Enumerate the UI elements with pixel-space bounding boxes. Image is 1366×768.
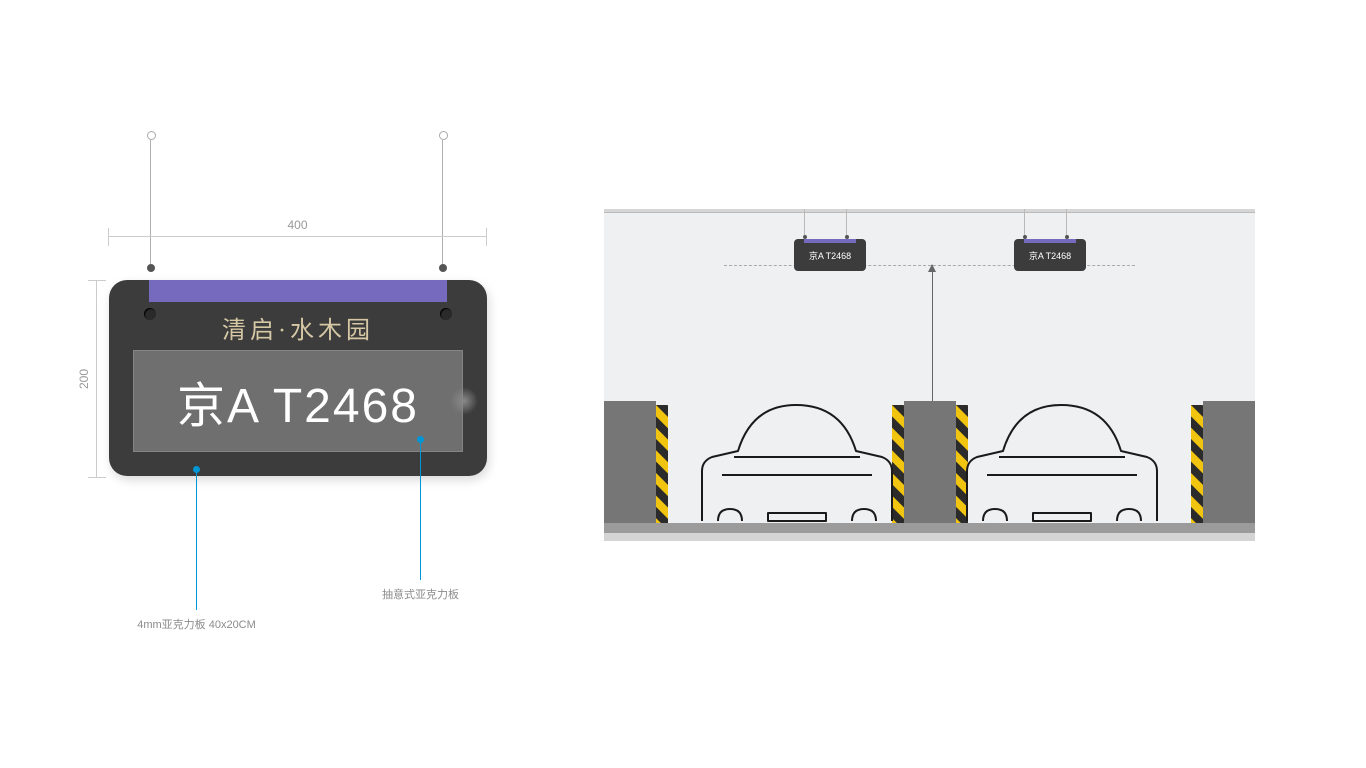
license-plate-window: 京A T2468 (133, 350, 463, 452)
context-elevation: 京A T2468 京A T2468 (604, 209, 1255, 541)
hazard-stripe-icon (656, 405, 668, 525)
callout-frame: 4mm亚克力板 40x20CM (196, 470, 197, 610)
thumb-cutout-icon (450, 387, 478, 415)
dimension-height: 200 (88, 280, 106, 478)
dimension-height-label: 200 (77, 369, 91, 389)
small-hanger (1066, 209, 1067, 239)
mini-plate-text: 京A T2468 (809, 249, 851, 262)
hanger-left (150, 140, 151, 270)
column (604, 401, 656, 525)
small-hanger (1024, 209, 1025, 239)
small-hanger (846, 209, 847, 239)
overhead-sign-left: 京A T2468 (794, 239, 866, 271)
overhead-sign-right: 京A T2468 (1014, 239, 1086, 271)
brand-title: 清启·水木园 (109, 310, 487, 345)
hazard-stripe-icon (1191, 405, 1203, 525)
hanger-right (442, 140, 443, 270)
sign-detail: 400 200 清启·水木园 京A T2468 4mm亚克力板 40x20CM … (80, 140, 530, 640)
ground-slab (604, 533, 1255, 541)
column (1203, 401, 1255, 525)
accent-strip (149, 280, 447, 302)
callout-frame-label: 4mm亚克力板 40x20CM (137, 616, 256, 632)
accent-strip (1024, 239, 1076, 243)
floor-line (604, 523, 1255, 533)
car-icon (682, 383, 912, 523)
ceiling (604, 209, 1255, 213)
car-icon (947, 383, 1177, 523)
dimension-width-label: 400 (287, 218, 307, 232)
license-plate-text: 京A T2468 (177, 366, 419, 436)
callout-insert: 抽意式亚克力板 (420, 440, 421, 580)
dimension-width: 400 (108, 228, 487, 246)
small-hanger (804, 209, 805, 239)
accent-strip (804, 239, 856, 243)
parking-sign: 清启·水木园 京A T2468 (109, 280, 487, 476)
mini-plate-text: 京A T2468 (1029, 249, 1071, 262)
callout-insert-label: 抽意式亚克力板 (382, 586, 459, 602)
